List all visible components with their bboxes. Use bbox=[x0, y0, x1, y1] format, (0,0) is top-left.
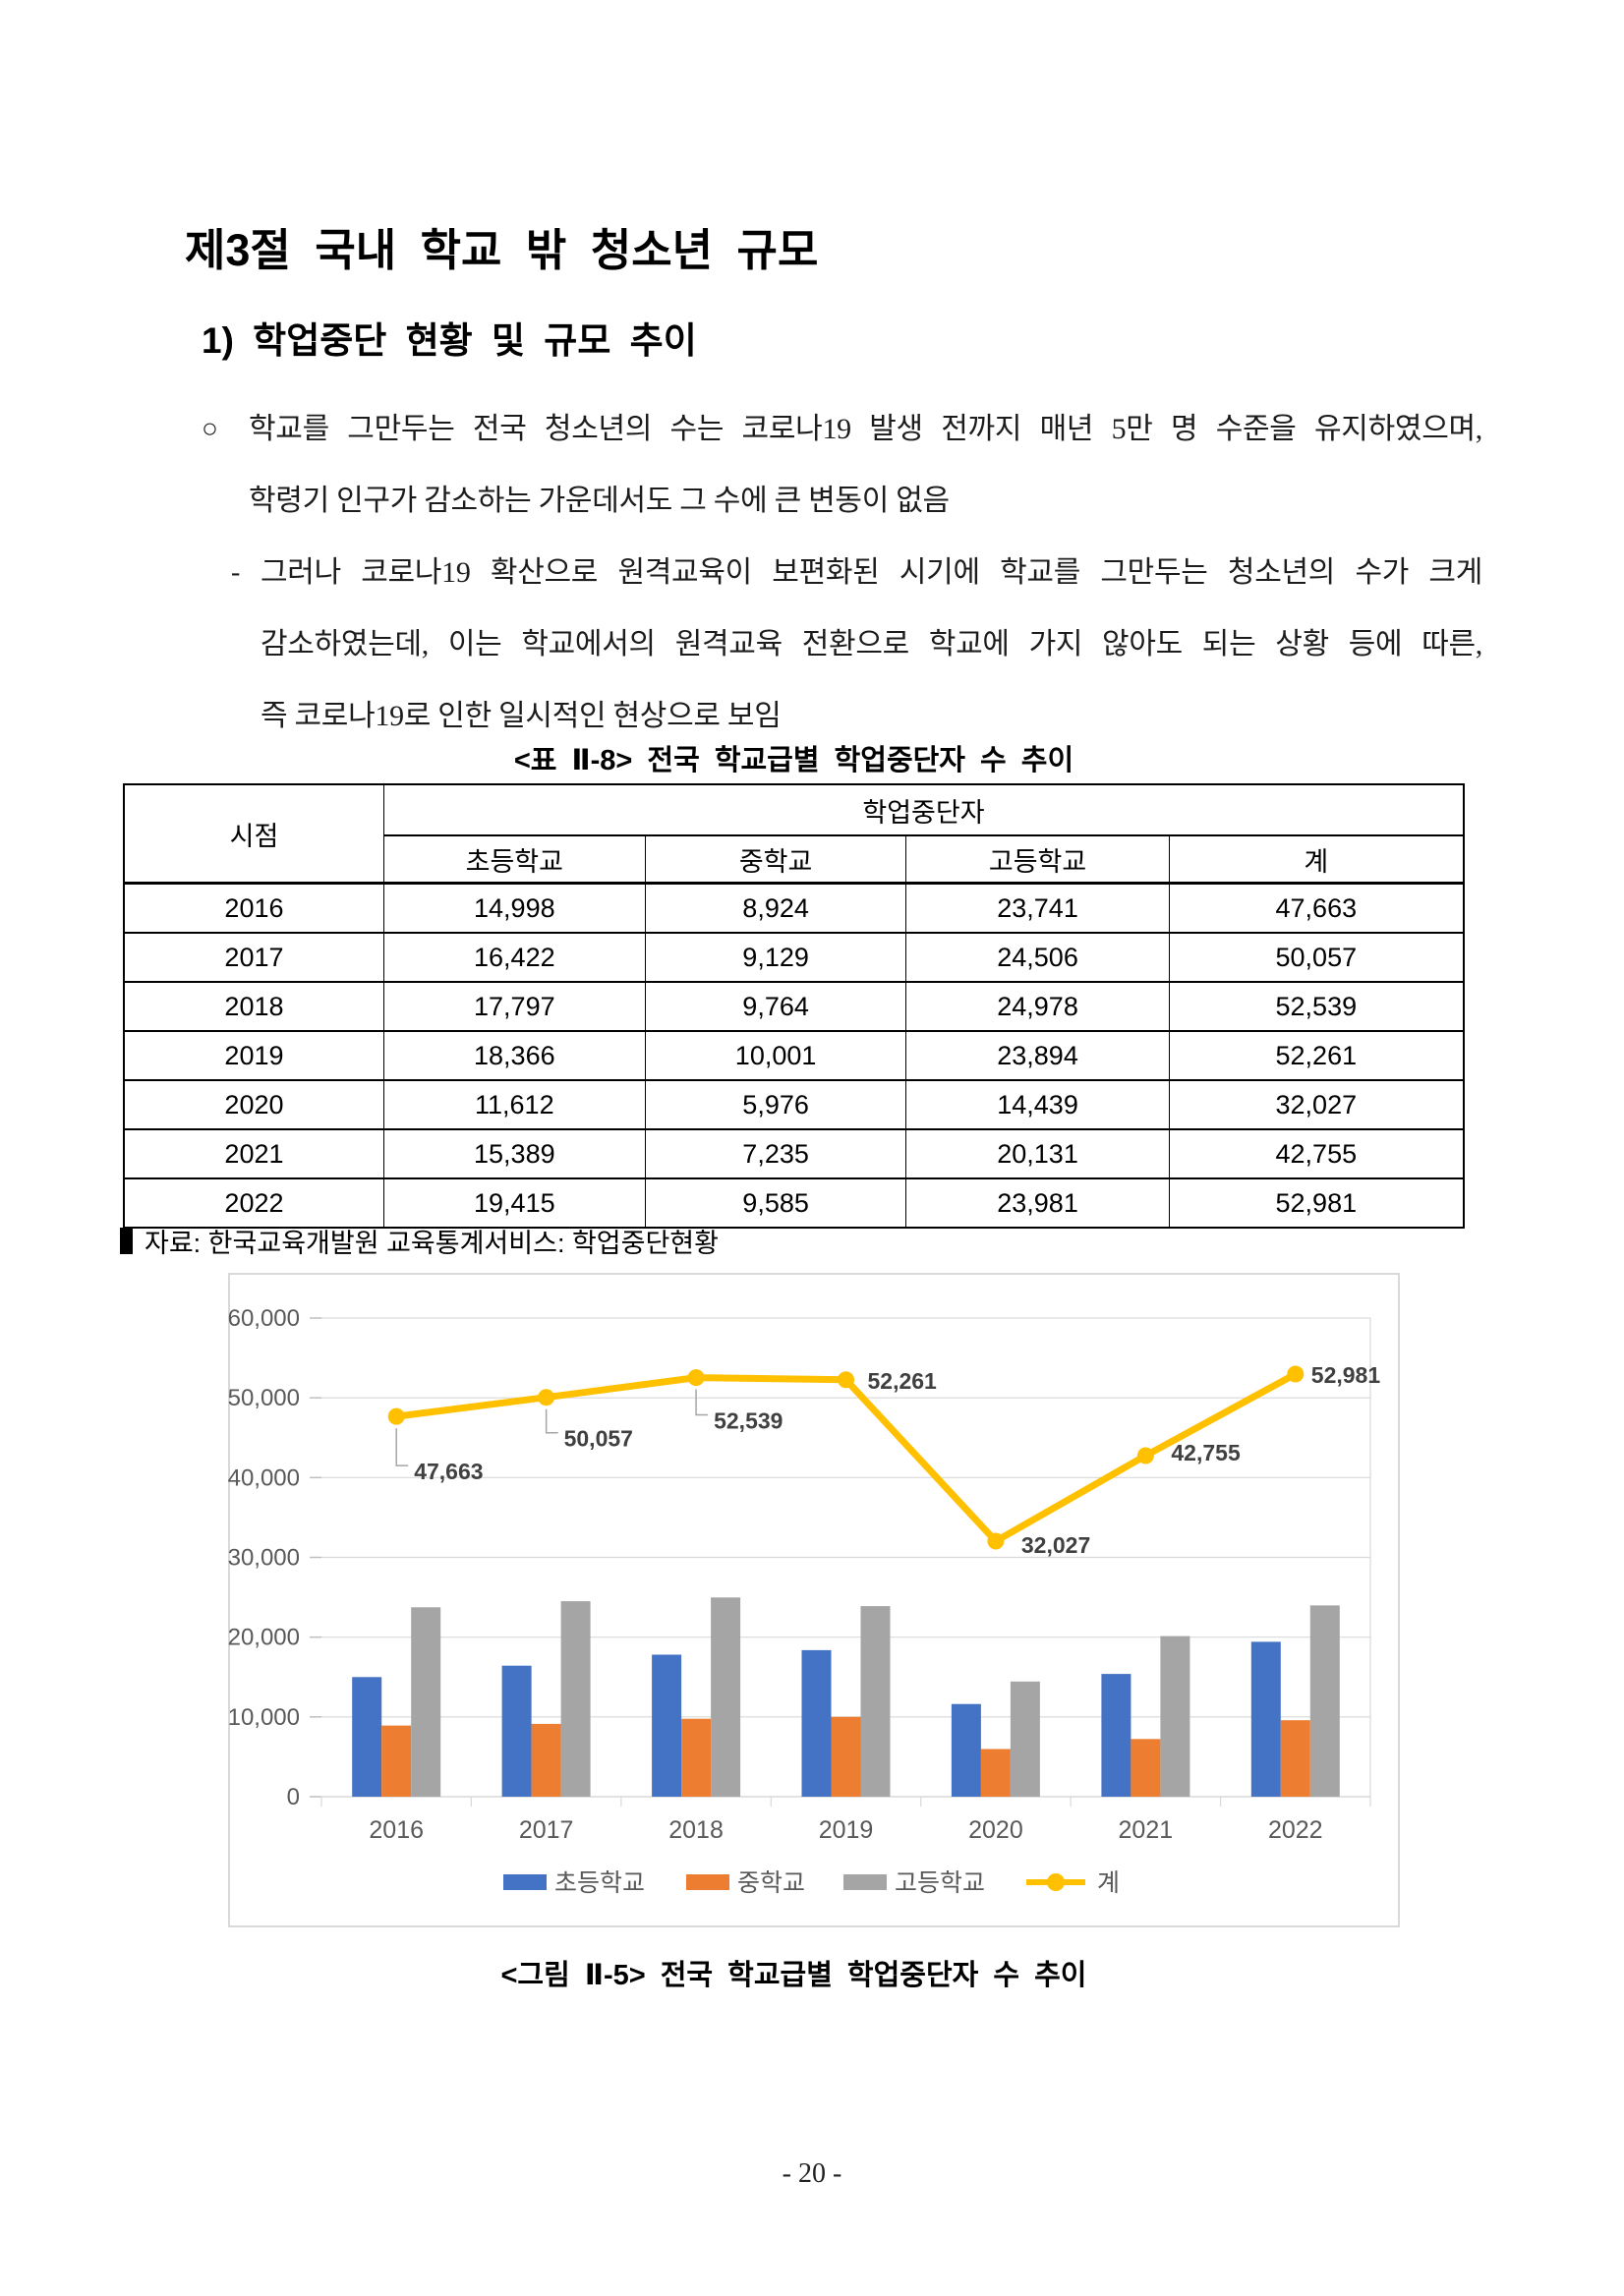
dropout-chart: 0 10,000 20,000 30,000 40,000 50,000 60,000 201… bbox=[228, 1273, 1400, 1927]
body-line: 학령기 인구가 감소하는 가운데서도 그 수에 큰 변동이 없음 bbox=[249, 485, 950, 517]
table-cell: 42,755 bbox=[1168, 1129, 1464, 1179]
table-cell: 50,057 bbox=[1168, 933, 1464, 983]
table-header-middle: 중학교 bbox=[644, 835, 906, 885]
table-cell: 52,261 bbox=[1168, 1031, 1464, 1081]
dropout-table: 시점 학업중단자 초등학교 중학교 고등학교 계 2016 14,998 8,924… bbox=[123, 783, 1465, 1229]
table-cell: 2016 bbox=[123, 883, 384, 934]
svg-text:2019: 2019 bbox=[819, 1816, 874, 1844]
table-cell: 32,027 bbox=[1168, 1080, 1464, 1130]
svg-text:60,000: 60,000 bbox=[228, 1305, 300, 1332]
svg-text:2016: 2016 bbox=[369, 1816, 424, 1844]
table-header-elementary: 초등학교 bbox=[382, 835, 646, 885]
table-row: 2017 16,422 9,129 24,506 50,057 bbox=[123, 933, 1464, 983]
svg-text:0: 0 bbox=[287, 1784, 300, 1810]
body-line: 즉 코로나19로 인한 일시적인 현상으로 보임 bbox=[261, 700, 782, 732]
table-header-row: 시점 학업중단자 bbox=[123, 784, 1464, 885]
svg-text:30,000: 30,000 bbox=[228, 1545, 300, 1572]
svg-text:10,000: 10,000 bbox=[228, 1704, 300, 1731]
circle-bullet-icon: ○ bbox=[202, 414, 218, 444]
table-cell: 19,415 bbox=[382, 1178, 646, 1229]
svg-text:50,057: 50,057 bbox=[564, 1426, 633, 1452]
svg-text:52,539: 52,539 bbox=[714, 1408, 783, 1434]
table-cell: 14,439 bbox=[905, 1080, 1170, 1130]
svg-text:중학교: 중학교 bbox=[737, 1869, 805, 1897]
svg-text:2017: 2017 bbox=[519, 1816, 574, 1844]
body-line: 그러나 코로나19 확산으로 원격교육이 보편화된 시기에 학교를 그만두는 청… bbox=[261, 556, 1482, 589]
table-cell: 9,129 bbox=[644, 933, 906, 983]
table-cell: 2021 bbox=[123, 1129, 384, 1179]
table-header-period: 시점 bbox=[123, 784, 384, 885]
table-row: 2021 15,389 7,235 20,131 42,755 bbox=[123, 1129, 1464, 1179]
table-cell: 2022 bbox=[123, 1178, 384, 1229]
body-line: 감소하였는데, 이는 학교에서의 원격교육 전환으로 학교에 가지 않아도 되는… bbox=[261, 628, 1482, 660]
svg-text:고등학교: 고등학교 bbox=[895, 1869, 985, 1897]
svg-text:2018: 2018 bbox=[668, 1816, 724, 1844]
figure-caption: <그림 Ⅱ-5> 전국 학교급별 학업중단자 수 추이 bbox=[500, 1960, 1087, 1991]
table-cell: 7,235 bbox=[644, 1129, 906, 1179]
svg-text:2022: 2022 bbox=[1268, 1816, 1323, 1844]
table-cell: 2017 bbox=[123, 933, 384, 983]
chart-container: 0 10,000 20,000 30,000 40,000 50,000 60,000 201… bbox=[228, 1273, 1400, 1927]
table-cell: 5,976 bbox=[644, 1080, 906, 1130]
table-cell: 23,894 bbox=[905, 1031, 1170, 1081]
svg-text:20,000: 20,000 bbox=[228, 1625, 300, 1651]
page-number: - 20 - bbox=[782, 2158, 842, 2189]
table-cell: 18,366 bbox=[382, 1031, 646, 1081]
svg-text:50,000: 50,000 bbox=[228, 1385, 300, 1411]
table-row: 2022 19,415 9,585 23,981 52,981 bbox=[123, 1178, 1464, 1229]
source-text: 자료: 한국교육개발원 교육통계서비스: 학업중단현황 bbox=[145, 1229, 719, 1258]
table-cell: 14,998 bbox=[382, 883, 646, 934]
table-cell: 16,422 bbox=[382, 933, 646, 983]
svg-text:40,000: 40,000 bbox=[228, 1464, 300, 1491]
table-cell: 2018 bbox=[123, 982, 384, 1032]
table-cell: 8,924 bbox=[644, 883, 906, 934]
svg-text:42,755: 42,755 bbox=[1171, 1440, 1241, 1465]
table-cell: 47,663 bbox=[1168, 883, 1464, 934]
body-line: 학교를 그만두는 전국 청소년의 수는 코로나19 발생 전까지 매년 5만 명… bbox=[249, 413, 1482, 445]
table-cell: 2020 bbox=[123, 1080, 384, 1130]
table-header-total: 계 bbox=[1168, 835, 1464, 885]
table-subheader-row: 초등학교 중학교 고등학교 계 bbox=[124, 835, 1464, 885]
table-cell: 10,001 bbox=[644, 1031, 906, 1081]
table-cell: 52,539 bbox=[1168, 982, 1464, 1032]
svg-text:32,027: 32,027 bbox=[1021, 1532, 1090, 1558]
subsection-title: 1) 학업중단 현황 및 규모 추이 bbox=[202, 320, 697, 361]
source-marker-icon bbox=[120, 1228, 133, 1254]
svg-text:계: 계 bbox=[1097, 1869, 1120, 1897]
svg-text:52,981: 52,981 bbox=[1311, 1362, 1381, 1388]
table-row: 2018 17,797 9,764 24,978 52,539 bbox=[123, 982, 1464, 1032]
svg-text:52,261: 52,261 bbox=[868, 1368, 938, 1394]
table-header-high: 고등학교 bbox=[905, 835, 1170, 885]
dash-bullet-icon: - bbox=[231, 557, 241, 588]
bullet-paragraph: ○ 학교를 그만두는 전국 청소년의 수는 코로나19 발생 전까지 매년 5만… bbox=[202, 393, 1482, 537]
svg-text:초등학교: 초등학교 bbox=[554, 1869, 645, 1897]
table-cell: 17,797 bbox=[382, 982, 646, 1032]
svg-text:2020: 2020 bbox=[968, 1816, 1023, 1844]
table-cell: 2019 bbox=[123, 1031, 384, 1081]
table-cell: 11,612 bbox=[382, 1080, 646, 1130]
source-note: 자료: 한국교육개발원 교육통계서비스: 학업중단현황 bbox=[120, 1222, 719, 1260]
table-row: 2016 14,998 8,924 23,741 47,663 bbox=[123, 883, 1464, 934]
table-cell: 20,131 bbox=[905, 1129, 1170, 1179]
table-cell: 9,585 bbox=[644, 1178, 906, 1229]
table-cell: 52,981 bbox=[1168, 1178, 1464, 1229]
table-cell: 15,389 bbox=[382, 1129, 646, 1179]
table-header-group: 학업중단자 bbox=[382, 784, 1464, 836]
table-row: 2020 11,612 5,976 14,439 32,027 bbox=[123, 1080, 1464, 1130]
table-cell: 24,978 bbox=[905, 982, 1170, 1032]
dash-paragraph: - 그러나 코로나19 확산으로 원격교육이 보편화된 시기에 학교를 그만두는… bbox=[231, 537, 1482, 752]
section-title: 제3절 국내 학교 밖 청소년 규모 bbox=[185, 225, 819, 275]
table-cell: 23,981 bbox=[905, 1178, 1170, 1229]
table-cell: 24,506 bbox=[905, 933, 1170, 983]
table-cell: 23,741 bbox=[905, 883, 1170, 934]
table-cell: 9,764 bbox=[644, 982, 906, 1032]
svg-text:2021: 2021 bbox=[1119, 1816, 1174, 1844]
table-row: 2019 18,366 10,001 23,894 52,261 bbox=[123, 1031, 1464, 1081]
svg-text:47,663: 47,663 bbox=[414, 1459, 483, 1484]
table-body: 2016 14,998 8,924 23,741 47,663 2017 16,422 9,1… bbox=[123, 883, 1464, 1229]
table-caption: <표 Ⅱ-8> 전국 학교급별 학업중단자 수 추이 bbox=[513, 745, 1074, 776]
